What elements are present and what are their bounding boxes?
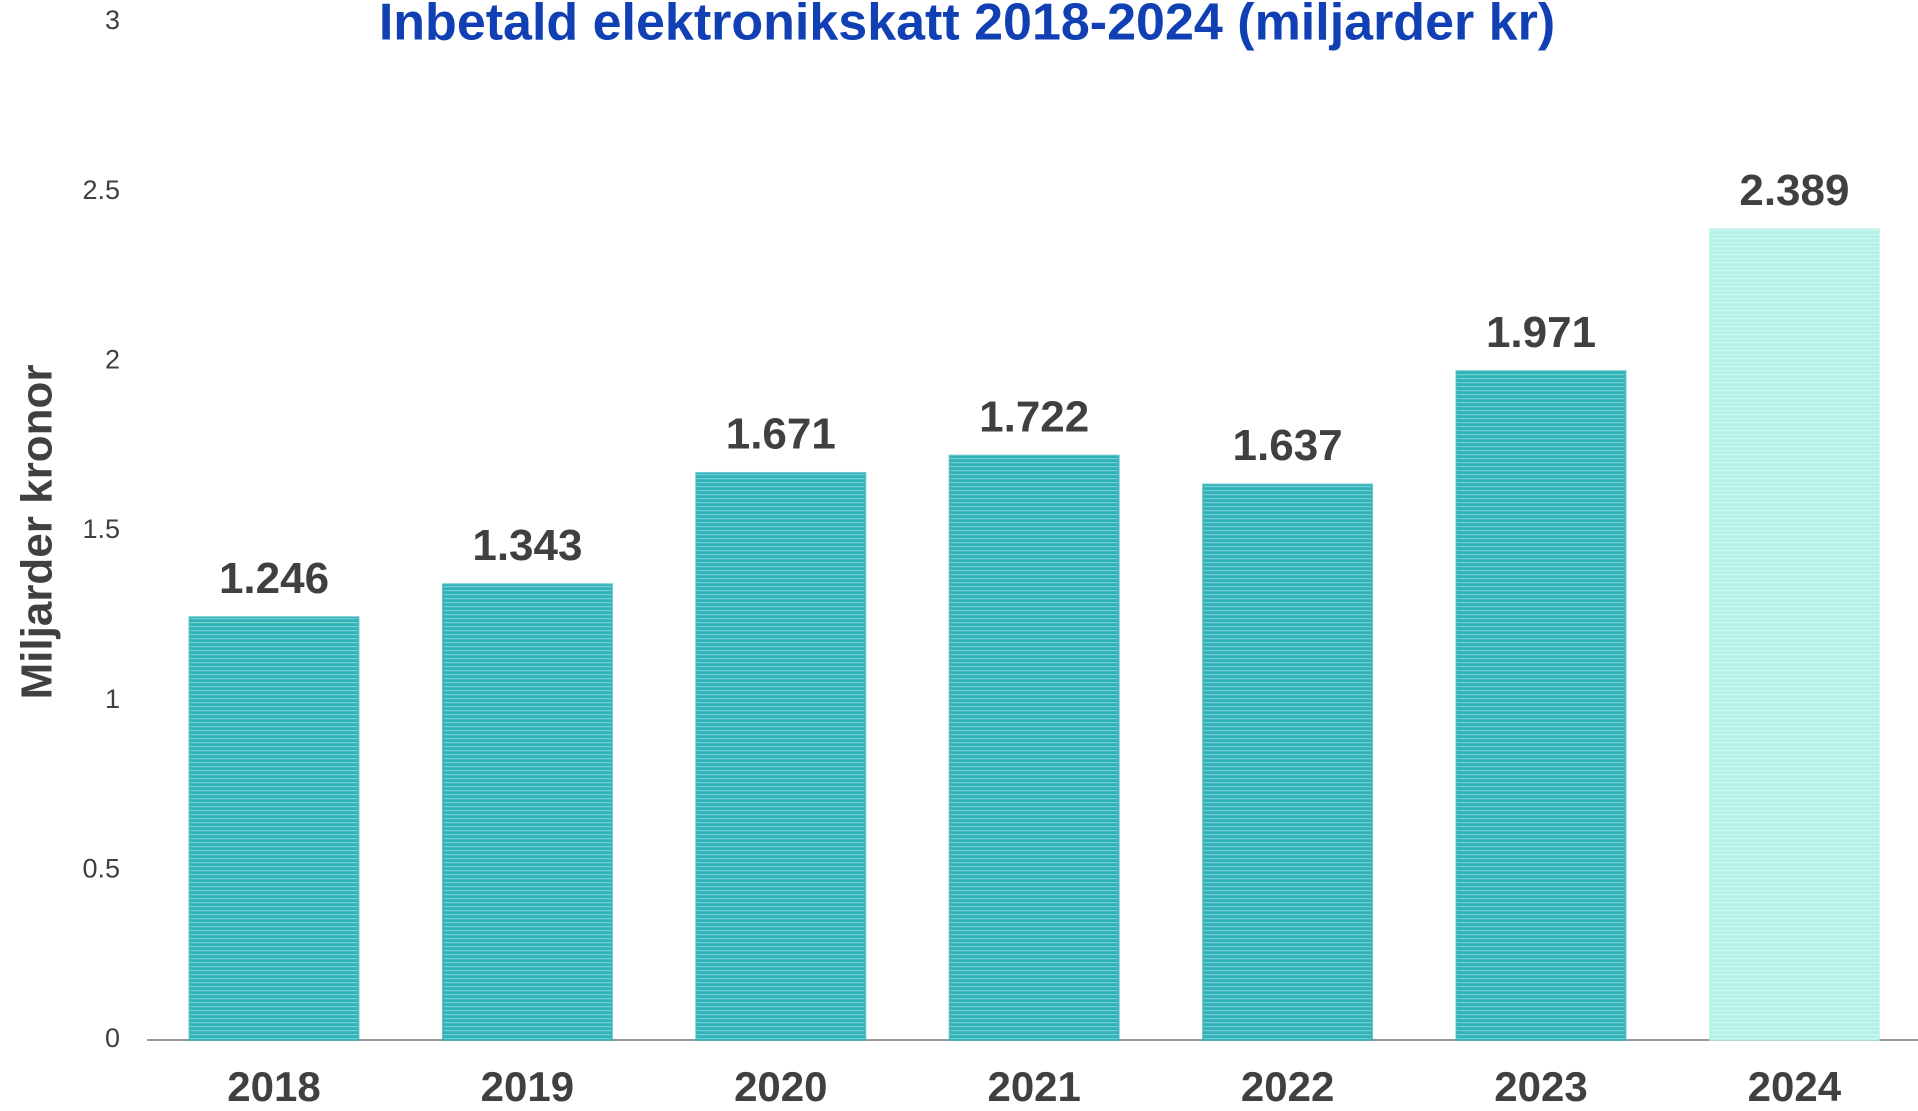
data-label: 2.389 <box>1739 166 1849 215</box>
chart-title: Inbetald elektronikskatt 2018-2024 (milj… <box>379 0 1555 52</box>
x-tick-label: 2018 <box>227 1063 320 1110</box>
x-tick-label: 2020 <box>734 1063 827 1110</box>
data-label: 1.246 <box>219 554 329 603</box>
y-tick-label: 0 <box>105 1023 120 1053</box>
x-tick-label: 2019 <box>481 1063 574 1110</box>
y-tick-label: 2 <box>105 344 120 374</box>
data-label: 1.637 <box>1233 421 1343 470</box>
bar <box>1708 228 1880 1042</box>
bar <box>188 616 360 1041</box>
y-tick-label: 3 <box>105 5 120 35</box>
y-tick-label: 0.5 <box>82 853 120 883</box>
data-label: 1.971 <box>1486 308 1596 357</box>
data-label: 1.722 <box>979 392 1089 441</box>
y-tick-label: 2.5 <box>82 175 120 205</box>
x-tick-label: 2024 <box>1748 1063 1842 1110</box>
x-tick-label: 2023 <box>1494 1063 1587 1110</box>
data-label: 1.343 <box>472 521 582 570</box>
bar <box>1202 483 1374 1041</box>
bar <box>441 583 613 1041</box>
x-tick-label: 2021 <box>987 1063 1080 1110</box>
bar <box>948 454 1120 1041</box>
data-label: 1.671 <box>726 410 836 459</box>
bar <box>1455 370 1627 1041</box>
y-tick-label: 1 <box>105 684 120 714</box>
y-tick-label: 1.5 <box>82 514 120 544</box>
y-axis-label: Miljarder kronor <box>13 365 62 700</box>
bar <box>695 471 867 1041</box>
x-tick-label: 2022 <box>1241 1063 1334 1110</box>
